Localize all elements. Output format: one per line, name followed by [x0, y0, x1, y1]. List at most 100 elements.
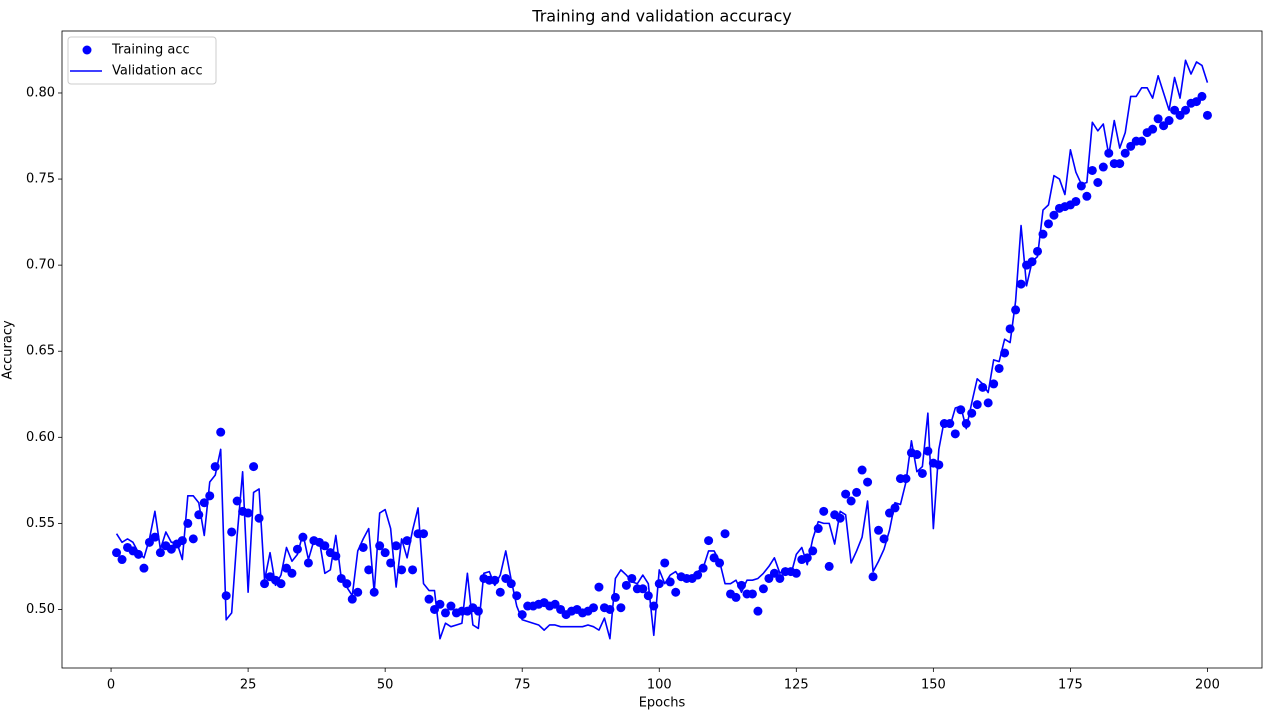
x-tick-label: 0: [107, 678, 115, 693]
data-point: [254, 513, 264, 523]
y-tick-label: 0.55: [26, 516, 55, 531]
x-tick-label: 200: [1195, 678, 1220, 693]
data-point: [342, 579, 352, 589]
data-point: [408, 565, 418, 575]
data-point: [989, 379, 999, 389]
x-tick-label: 125: [784, 678, 809, 693]
data-point: [1148, 124, 1158, 134]
data-point: [364, 565, 374, 575]
data-point: [874, 525, 884, 535]
x-tick-label: 175: [1058, 678, 1083, 693]
data-point: [440, 608, 450, 618]
data-point: [610, 592, 620, 602]
data-point: [1016, 279, 1026, 289]
data-point: [643, 591, 653, 601]
data-point: [424, 594, 434, 604]
y-axis-label: Accuracy: [1, 320, 16, 380]
data-point: [1115, 159, 1125, 169]
chart-title: Training and validation accuracy: [531, 7, 791, 26]
data-point: [841, 489, 851, 499]
data-point: [1049, 210, 1059, 220]
data-point: [704, 536, 714, 546]
legend-label: Training acc: [111, 43, 190, 58]
data-point: [1164, 116, 1174, 126]
x-axis-label: Epochs: [639, 696, 686, 711]
data-point: [753, 606, 763, 616]
data-point: [917, 468, 927, 478]
data-point: [731, 592, 741, 602]
data-point: [1082, 191, 1092, 201]
data-point: [112, 548, 122, 558]
data-point: [216, 427, 226, 437]
x-tick-label: 150: [921, 678, 946, 693]
data-point: [983, 398, 993, 408]
data-point: [1071, 196, 1081, 206]
data-point: [616, 603, 626, 613]
data-point: [276, 579, 286, 589]
data-point: [303, 558, 313, 568]
y-tick-label: 0.50: [26, 602, 55, 617]
data-point: [775, 573, 785, 583]
data-point: [621, 580, 631, 590]
data-point: [857, 465, 867, 475]
x-tick-label: 100: [647, 678, 672, 693]
data-point: [1153, 114, 1163, 124]
data-point: [747, 589, 757, 599]
data-point: [594, 582, 604, 592]
data-point: [852, 487, 862, 497]
data-point: [588, 603, 598, 613]
data-point: [133, 549, 143, 559]
data-point: [824, 561, 834, 571]
data-point: [1120, 148, 1130, 158]
x-tick-label: 75: [514, 678, 531, 693]
data-point: [819, 506, 829, 516]
data-point: [139, 563, 149, 573]
data-point: [419, 529, 429, 539]
data-point: [1087, 165, 1097, 175]
data-point: [287, 568, 297, 578]
y-tick-label: 0.65: [26, 344, 55, 359]
data-point: [391, 541, 401, 551]
data-point: [150, 532, 160, 542]
data-point: [177, 536, 187, 546]
data-point: [446, 601, 456, 611]
legend-label: Validation acc: [112, 64, 203, 79]
data-point: [1197, 91, 1207, 101]
data-point: [320, 541, 330, 551]
x-tick-label: 50: [377, 678, 394, 693]
legend-marker: [82, 45, 92, 55]
data-point: [188, 534, 198, 544]
data-point: [846, 496, 856, 506]
data-point: [473, 606, 483, 616]
data-point: [353, 587, 363, 597]
data-point: [654, 579, 664, 589]
legend: Training acc Validation acc: [67, 36, 217, 85]
data-point: [758, 584, 768, 594]
data-point: [978, 382, 988, 392]
data-point: [227, 527, 237, 537]
data-point: [1137, 136, 1147, 146]
data-point: [117, 555, 127, 565]
data-point: [791, 568, 801, 578]
data-point: [863, 477, 873, 487]
data-line: [115, 59, 1209, 640]
data-point: [972, 400, 982, 410]
y-tick-label: 0.70: [26, 258, 55, 273]
data-point: [199, 498, 209, 508]
data-point: [671, 587, 681, 597]
data-point: [260, 579, 270, 589]
data-point: [380, 548, 390, 558]
data-point: [347, 594, 357, 604]
data-point: [1181, 105, 1191, 115]
data-point: [243, 508, 253, 518]
data-point: [868, 572, 878, 582]
data-point: [1011, 305, 1021, 315]
data-point: [950, 429, 960, 439]
data-point: [660, 558, 670, 568]
data-point: [1005, 324, 1015, 334]
data-point: [720, 529, 730, 539]
data-point: [934, 460, 944, 470]
data-point: [495, 587, 505, 597]
